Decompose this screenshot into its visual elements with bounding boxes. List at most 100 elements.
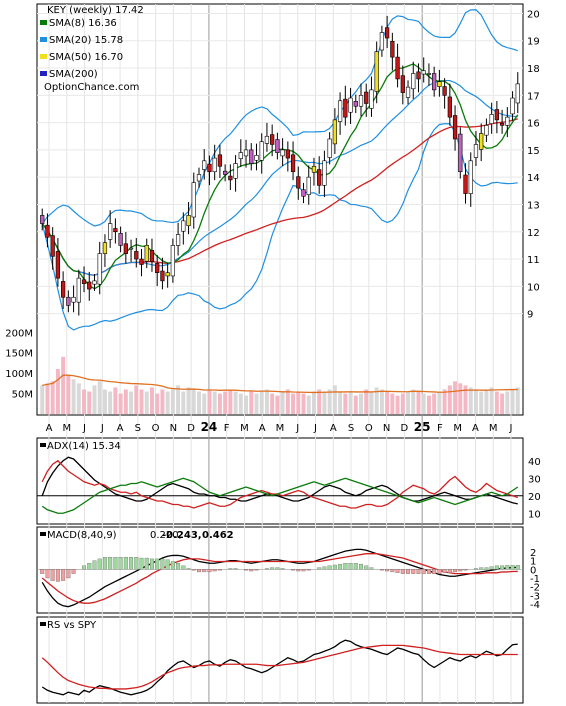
volume-bar — [411, 389, 416, 414]
macd-histogram-bar — [338, 563, 343, 570]
volume-bar — [275, 395, 280, 414]
volume-bar — [191, 389, 196, 414]
candle-body — [165, 272, 170, 277]
volume-average-line — [42, 374, 518, 394]
volume-bar — [432, 393, 437, 414]
macd-tick-label: 1 — [530, 557, 536, 568]
macd-histogram-bar — [327, 565, 332, 570]
volume-bar — [118, 393, 123, 414]
macd-histogram-bar — [181, 565, 186, 570]
macd-histogram-bar — [149, 558, 154, 570]
candle-body — [452, 115, 458, 140]
candle-body — [233, 163, 238, 179]
candle-body — [432, 73, 437, 91]
candle-body — [426, 73, 432, 75]
macd-histogram-bar — [353, 563, 358, 570]
volume-bar — [249, 391, 254, 414]
candle-body — [175, 234, 181, 246]
macd-histogram-bar — [505, 565, 510, 570]
macd-histogram-bar — [291, 569, 296, 571]
volume-bar — [505, 391, 510, 414]
macd-tick-label: -3 — [530, 591, 540, 602]
volume-bar — [61, 356, 66, 414]
volume-bar — [421, 393, 426, 414]
macd-histogram-bar — [160, 558, 165, 570]
candle-body — [364, 91, 369, 104]
candle-body — [207, 163, 212, 173]
x-tick-label: F — [224, 423, 230, 434]
volume-bar — [202, 393, 207, 414]
volume-bar — [176, 385, 181, 414]
macd-histogram-bar — [165, 559, 170, 570]
price-tick-label: 20 — [527, 9, 540, 20]
volume-bar — [223, 391, 228, 414]
macd-histogram-bar — [395, 569, 400, 573]
volume-bar — [76, 383, 81, 414]
macd-histogram-bar — [108, 557, 113, 570]
macd-tick-label: 2 — [530, 548, 536, 559]
candle-body — [416, 71, 421, 80]
macd-histogram-bar — [118, 557, 123, 570]
candle-body — [264, 135, 270, 144]
legend-swatch-sma8 — [40, 20, 47, 25]
volume-bar — [285, 389, 290, 414]
volume-bar — [473, 389, 478, 414]
volume-bar — [327, 389, 332, 414]
volume-bar — [92, 385, 97, 414]
macd-histogram-bar — [71, 569, 76, 574]
legend-swatch-sma50 — [40, 54, 47, 59]
volume-tick-label: 150M — [5, 349, 33, 360]
macd-histogram-bar — [244, 569, 249, 571]
adx-tick-label: 30 — [528, 474, 541, 485]
macd-histogram-bar — [92, 560, 97, 570]
macd-series-0 — [41, 548, 518, 608]
candle-body — [437, 81, 442, 87]
macd-histogram-bar — [55, 569, 60, 582]
macd-histogram-bar — [50, 569, 55, 581]
candle-body — [348, 97, 353, 113]
candle-body — [343, 98, 348, 118]
candle-body — [76, 277, 81, 303]
macd-histogram-bar — [82, 565, 87, 570]
candle-body — [223, 170, 228, 175]
x-tick-label: F — [437, 423, 443, 434]
candle-body — [108, 223, 113, 240]
volume-tick-label: 100M — [5, 369, 33, 380]
candle-body — [254, 155, 259, 161]
x-tick-label: M — [276, 423, 285, 434]
rs-swatch — [40, 622, 46, 626]
candle-body — [170, 245, 175, 277]
volume-bar — [129, 391, 134, 414]
candle-body — [270, 134, 275, 145]
volume-bar — [155, 393, 160, 414]
chart-title: KEY (weekly) 17.42 — [47, 5, 144, 16]
x-tick-label: J — [100, 423, 104, 434]
candle-body — [102, 242, 108, 254]
macd-histogram-bar — [270, 567, 275, 570]
macd-histogram-bar — [400, 569, 405, 574]
volume-bar — [453, 381, 458, 414]
macd-histogram-bar — [343, 563, 348, 570]
volume-bar — [515, 387, 520, 414]
macd-histogram-bar — [359, 563, 363, 570]
x-tick-label: J — [82, 423, 86, 434]
price-tick-label: 17 — [527, 91, 540, 102]
volume-bar — [113, 387, 118, 414]
macd-histogram-bar — [264, 568, 269, 570]
legend-sma8: SMA(8) 16.36 — [49, 18, 117, 29]
macd-histogram-bar — [500, 565, 505, 570]
volume-bar — [306, 395, 311, 414]
volume-bar — [207, 389, 212, 414]
macd-histogram-bar — [191, 569, 196, 571]
volume-bar — [364, 389, 369, 414]
indicator-series — [37, 456, 523, 696]
volume-bar — [97, 381, 102, 414]
x-tick-label: A — [117, 423, 124, 434]
volume-bar — [264, 389, 269, 414]
macd-histogram-bar — [144, 557, 149, 570]
candle-body — [212, 157, 217, 173]
x-tick-label: M — [453, 423, 462, 434]
candle-body — [217, 154, 223, 167]
x-tick-label: D — [401, 423, 409, 434]
